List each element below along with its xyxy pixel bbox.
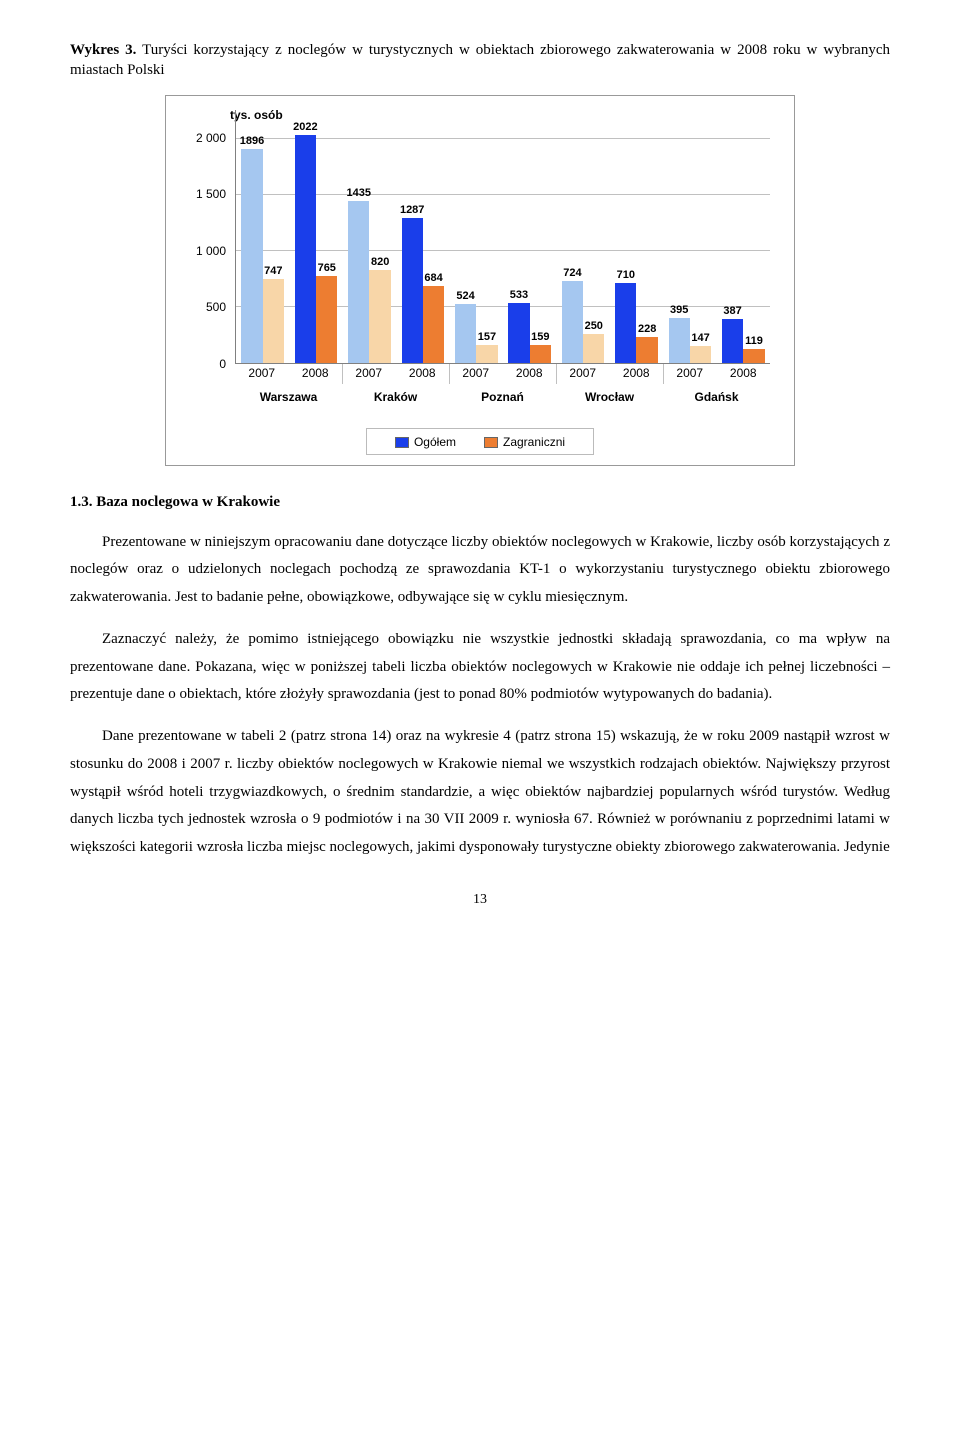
bar-value-label: 1896	[240, 135, 264, 147]
bar-value-label: 147	[691, 332, 709, 344]
x-city-label: Wrocław	[556, 390, 663, 404]
bar-ogolem: 1435	[348, 201, 369, 362]
bar-value-label: 2022	[293, 121, 317, 133]
bar-value-label: 157	[478, 331, 496, 343]
legend-label: Zagraniczni	[503, 435, 565, 449]
y-tick-label: 500	[206, 300, 226, 314]
bar-value-label: 765	[318, 262, 336, 274]
bar-value-label: 228	[638, 323, 656, 335]
bar-value-label: 1435	[347, 187, 371, 199]
legend-item: Ogółem	[395, 435, 456, 449]
legend-swatch	[395, 437, 409, 448]
legend-label: Ogółem	[414, 435, 456, 449]
bar-ogolem: 724	[562, 281, 583, 362]
bar-value-label: 159	[531, 331, 549, 343]
bar-value-label: 820	[371, 256, 389, 268]
caption-rest: Turyści korzystający z noclegów w turyst…	[70, 42, 890, 78]
bar-value-label: 684	[424, 272, 442, 284]
bar-ogolem: 1896	[241, 149, 262, 362]
x-year-label: 2008	[396, 366, 450, 380]
y-tick-label: 2 000	[196, 131, 226, 145]
bar-value-label: 724	[563, 267, 581, 279]
x-city-label: Gdańsk	[663, 390, 770, 404]
paragraph-1: Prezentowane w niniejszym opracowaniu da…	[70, 529, 890, 612]
bar-value-label: 524	[456, 290, 474, 302]
bar-zagraniczni: 228	[636, 337, 657, 363]
page-number: 13	[70, 892, 890, 908]
legend: Ogółem Zagraniczni	[366, 428, 594, 455]
bar-zagraniczni: 157	[476, 345, 497, 363]
legend-item: Zagraniczni	[484, 435, 565, 449]
bar-value-label: 250	[585, 320, 603, 332]
bar-ogolem: 524	[455, 304, 476, 363]
section-heading: 1.3. Baza noclegowa w Krakowie	[70, 494, 890, 511]
paragraph-2: Zaznaczyć należy, że pomimo istniejącego…	[70, 626, 890, 709]
bar-value-label: 710	[617, 269, 635, 281]
caption-prefix: Wykres 3.	[70, 42, 136, 58]
y-tick-label: 0	[219, 357, 226, 371]
x-year-label: 2007	[449, 366, 503, 380]
paragraph-3: Dane prezentowane w tabeli 2 (patrz stro…	[70, 723, 890, 862]
plot-area: 1896747202276514358201287684524157533159…	[235, 110, 770, 364]
bar-zagraniczni: 250	[583, 334, 604, 362]
bar-zagraniczni: 147	[690, 346, 711, 363]
bar-value-label: 387	[723, 305, 741, 317]
bar-ogolem: 387	[722, 319, 743, 363]
x-year-label: 2007	[235, 366, 289, 380]
legend-swatch	[484, 437, 498, 448]
x-city-label: Warszawa	[235, 390, 342, 404]
bar-ogolem: 710	[615, 283, 636, 363]
bar-value-label: 395	[670, 304, 688, 316]
bar-zagraniczni: 119	[743, 349, 764, 362]
x-year-label: 2008	[717, 366, 771, 380]
bar-value-label: 747	[264, 265, 282, 277]
bar-ogolem: 2022	[295, 135, 316, 362]
bar-value-label: 533	[510, 289, 528, 301]
bar-zagraniczni: 159	[530, 345, 551, 363]
x-year-label: 2007	[342, 366, 396, 380]
y-tick-label: 1 000	[196, 244, 226, 258]
x-year-label: 2008	[289, 366, 343, 380]
chart-caption: Wykres 3. Turyści korzystający z noclegó…	[70, 40, 890, 81]
bar-zagraniczni: 765	[316, 276, 337, 362]
x-year-label: 2008	[610, 366, 664, 380]
x-axis-labels: 20072008Warszawa20072008Kraków20072008Po…	[235, 364, 770, 420]
bar-ogolem: 395	[669, 318, 690, 362]
bar-ogolem: 533	[508, 303, 529, 363]
x-city-label: Poznań	[449, 390, 556, 404]
bar-value-label: 1287	[400, 204, 424, 216]
x-year-label: 2007	[663, 366, 717, 380]
x-year-label: 2008	[503, 366, 557, 380]
bar-zagraniczni: 820	[369, 270, 390, 362]
bar-chart: tys. osób 05001 0001 5002 000 1896747202…	[165, 95, 795, 466]
y-tick-label: 1 500	[196, 187, 226, 201]
x-year-label: 2007	[556, 366, 610, 380]
bar-ogolem: 1287	[402, 218, 423, 363]
bar-zagraniczni: 684	[423, 286, 444, 363]
x-city-label: Kraków	[342, 390, 449, 404]
bar-value-label: 119	[745, 335, 763, 347]
y-axis-labels: 05001 0001 5002 000	[180, 110, 230, 364]
bar-zagraniczni: 747	[263, 279, 284, 363]
